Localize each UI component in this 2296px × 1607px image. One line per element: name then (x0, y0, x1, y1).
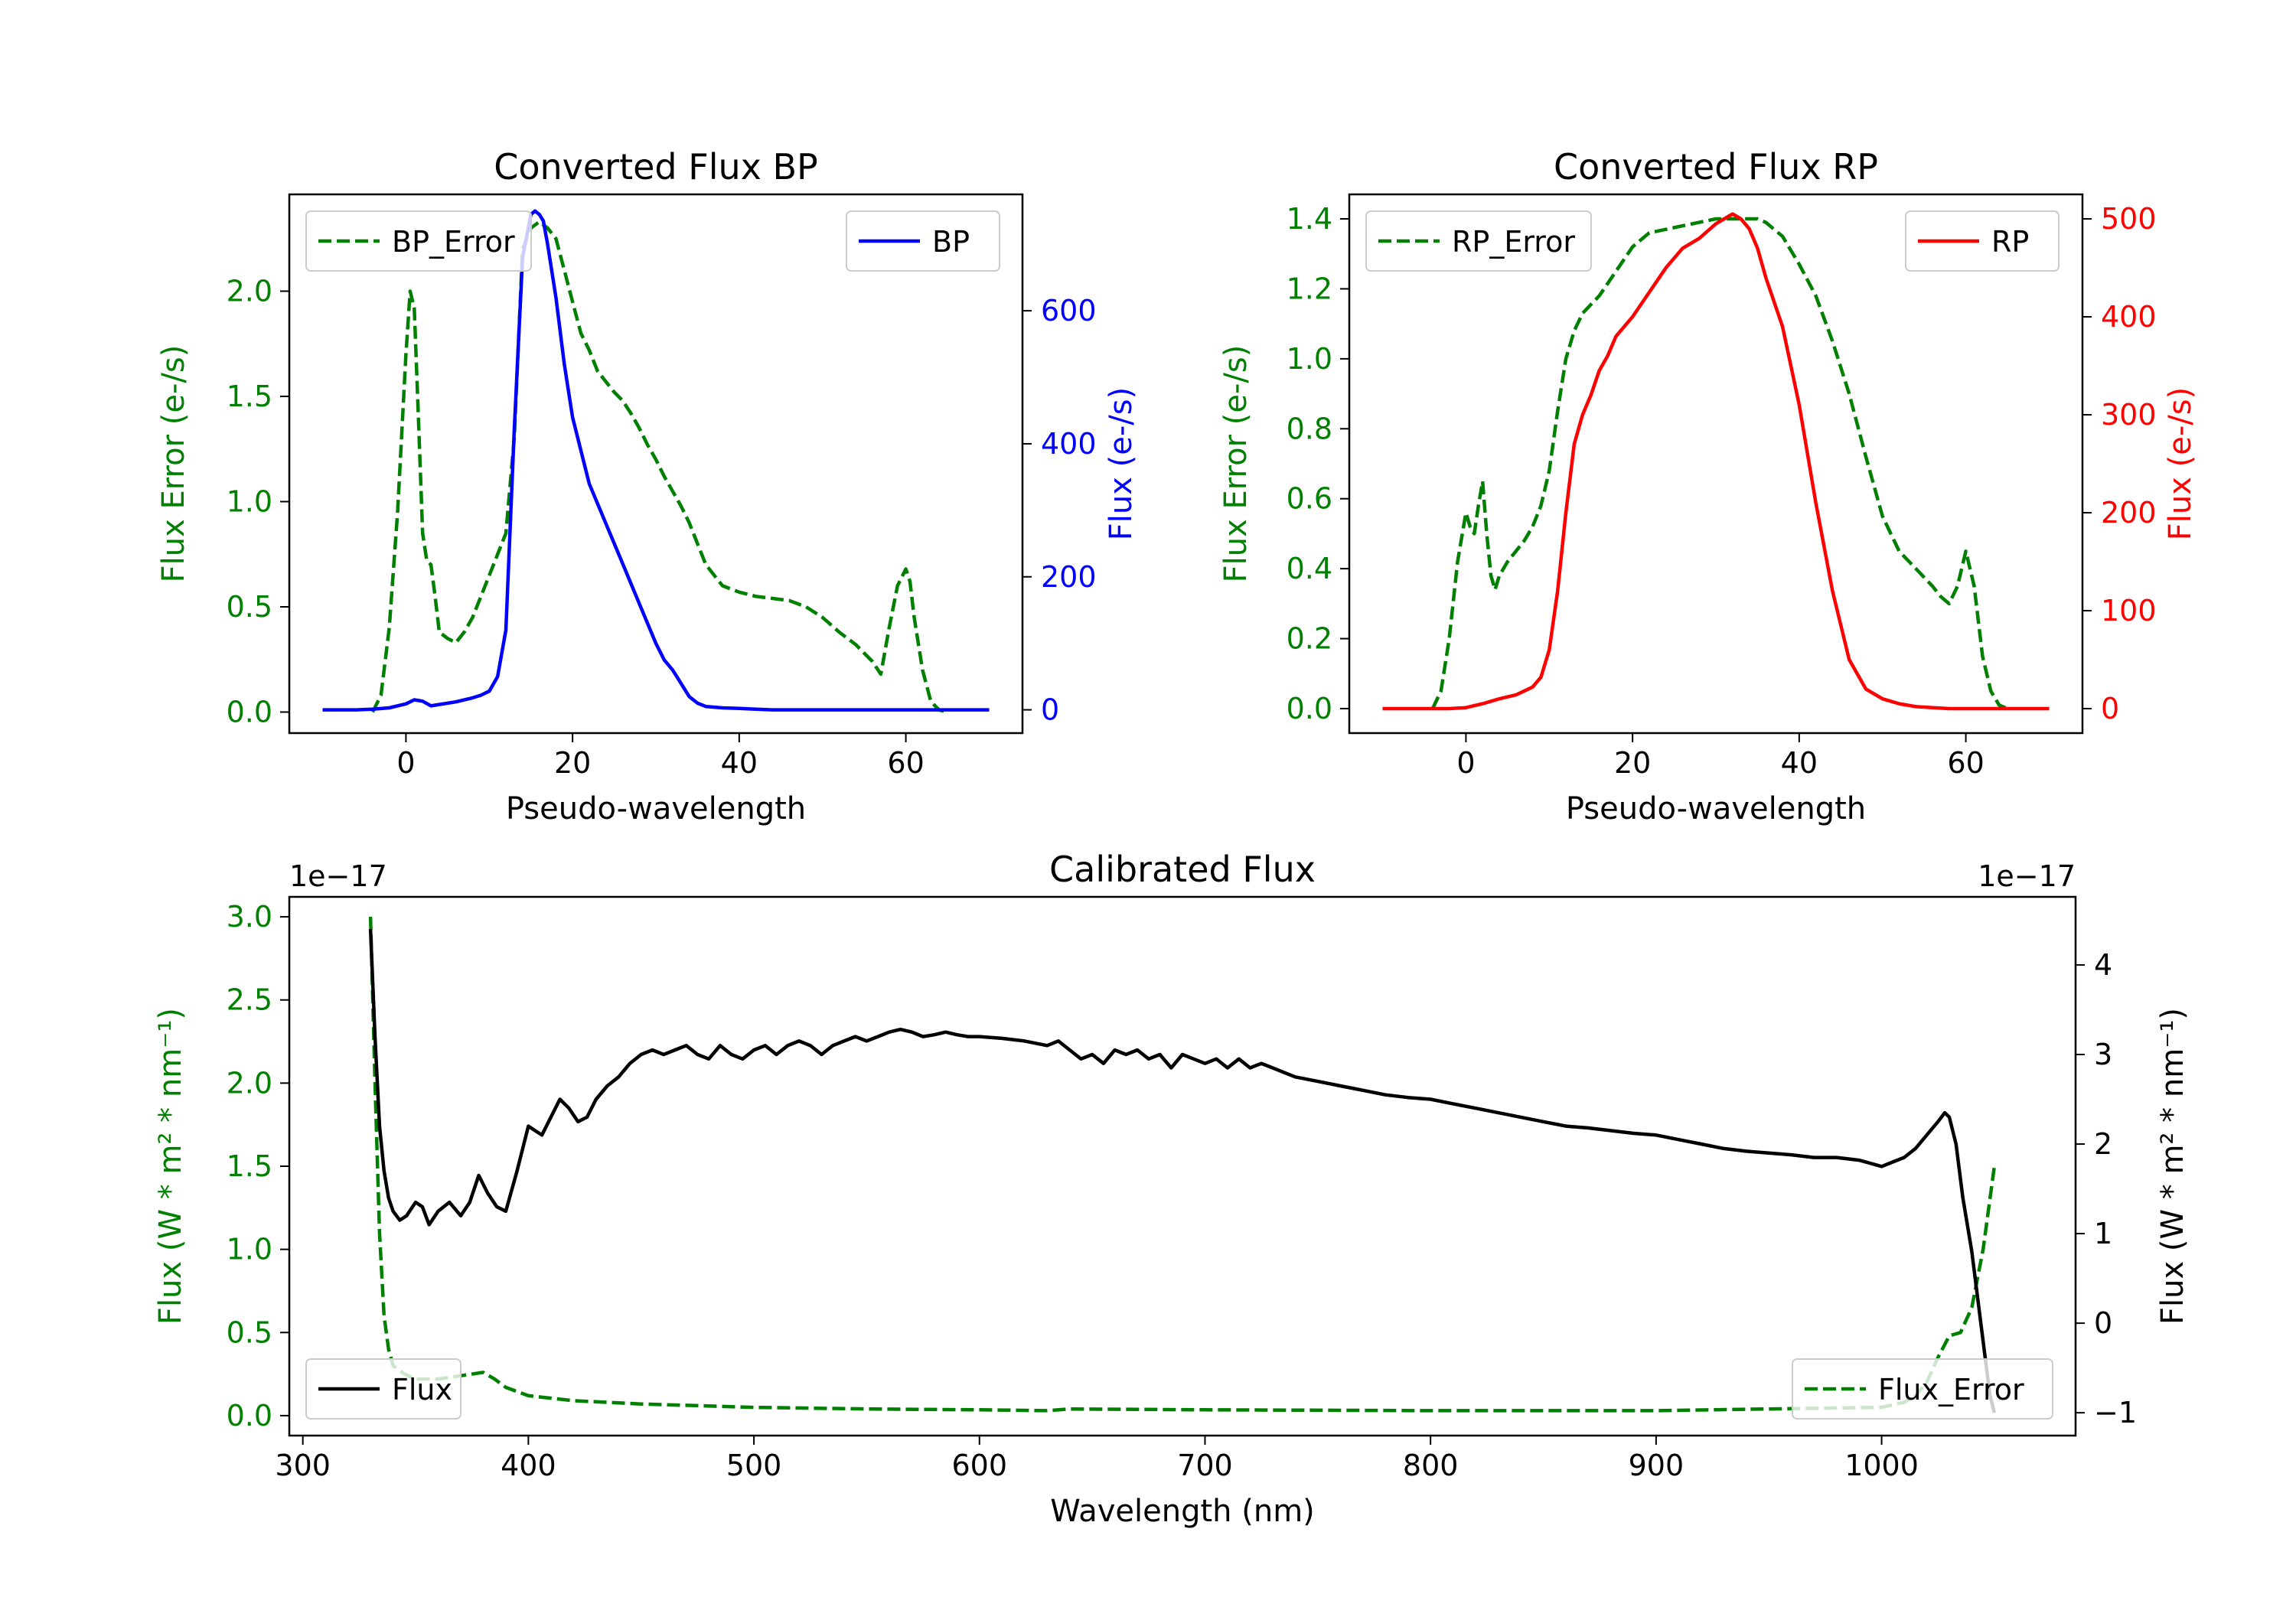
legend-flux-error: Flux_Error (1792, 1358, 2053, 1420)
series-line-rp (1382, 212, 2050, 711)
y-right-tick-label: 400 (2101, 300, 2157, 334)
x-axis-label: Wavelength (nm) (1050, 1494, 1315, 1529)
x-tick-label: 60 (887, 746, 924, 780)
offset-right-label: 1e−17 (1978, 859, 2076, 893)
y-right-tick-label: 300 (2101, 398, 2157, 432)
y-right-axis-label: Flux (W * m² * nm⁻¹) (2155, 1008, 2190, 1325)
y-left-axis-label: Flux Error (e-/s) (156, 345, 191, 583)
chart-title: Converted Flux RP (1554, 146, 1878, 187)
x-tick-label: 20 (1614, 746, 1651, 780)
x-tick-label: 500 (726, 1449, 782, 1482)
x-tick-label: 60 (1947, 746, 1984, 780)
x-tick-label: 1000 (1844, 1449, 1919, 1482)
x-tick-label: 0 (396, 746, 415, 780)
offset-left-label: 1e−17 (289, 859, 387, 893)
y-right-tick-label: 200 (2101, 496, 2157, 530)
y-left-tick-label: 1.0 (1287, 342, 1332, 376)
series-line-flux (368, 929, 1997, 1413)
legend-label: Flux (392, 1373, 452, 1407)
y-left-tick-label: 0.4 (1287, 552, 1332, 585)
y-left-tick-label: 2.0 (227, 1066, 272, 1100)
series-line-rp-error (1430, 217, 2008, 711)
y-left-tick-label: 0.2 (1287, 622, 1332, 656)
legend-label: RP_Error (1452, 225, 1575, 259)
legend-box (1792, 1358, 2053, 1420)
y-left-tick-label: 3.0 (227, 900, 272, 934)
legend-box (305, 210, 532, 272)
y-left-tick-label: 1.4 (1287, 202, 1332, 236)
plots-layer: Converted Flux BP0 20 40 600.00.51.01.52.00… (153, 146, 2198, 1529)
x-axis-label: Pseudo-wavelength (506, 791, 806, 826)
y-left-tick-label: 1.5 (227, 1149, 272, 1183)
x-tick-label: 40 (721, 746, 758, 780)
y-left-tick-label: 2.0 (227, 275, 272, 308)
y-left-tick-label: 0.0 (227, 1399, 272, 1433)
y-right-tick-label: −1 (2094, 1396, 2137, 1429)
y-left-tick-label: 1.2 (1287, 272, 1332, 305)
y-right-tick-label: 4 (2094, 948, 2112, 982)
x-tick-label: 20 (554, 746, 591, 780)
legend-label: BP_Error (392, 225, 515, 259)
chart-rp: Converted Flux RP 0 20 40 60 0.0 0.2 0.4 0.6 0.8 1… (1218, 146, 2198, 826)
y-left-tick-label: 1.0 (227, 485, 272, 519)
legend-label: Flux_Error (1878, 1373, 2024, 1407)
y-right-tick-label: 1 (2094, 1217, 2112, 1250)
y-left-tick-label: 1.0 (227, 1233, 272, 1266)
legend-label: BP (932, 225, 970, 259)
x-tick-label: 0 (1456, 746, 1475, 780)
legend-label: RP (1991, 225, 2029, 259)
x-axis-label: Pseudo-wavelength (1566, 791, 1866, 826)
y-right-axis-label: Flux (e-/s) (1104, 387, 1139, 540)
y-left-axis-label: Flux (W * m² * nm⁻¹) (153, 1008, 188, 1325)
x-tick-label: 900 (1629, 1449, 1684, 1482)
y-right-tick-label: 500 (2101, 202, 2157, 236)
y-right-tick-label: 0 (2101, 692, 2119, 725)
axes-frame (288, 193, 1024, 735)
axes-frame (1348, 193, 2084, 735)
y-right-tick-label: 3 (2094, 1038, 2112, 1071)
legend-rp: RP (1905, 210, 2060, 272)
legend-box (846, 210, 1000, 272)
x-tick-label: 600 (952, 1449, 1008, 1482)
y-left-tick-label: 0.0 (1287, 692, 1332, 725)
legend-bp: BP (846, 210, 1000, 272)
legend-box (1905, 210, 2060, 272)
legend-box (305, 1358, 461, 1420)
series-group (1382, 212, 2050, 711)
y-left-tick-label: 2.5 (227, 983, 272, 1017)
y-left-tick-label: 0.8 (1287, 412, 1332, 445)
series-line-bp-error (370, 220, 948, 714)
y-left-tick-label: 0.5 (227, 1315, 272, 1349)
y-left-tick-label: 0.0 (227, 696, 272, 729)
series-group (322, 209, 990, 714)
series-line-bp (322, 209, 990, 712)
x-tick-label: 400 (501, 1449, 556, 1482)
chart-title: Converted Flux BP (494, 146, 818, 187)
x-tick-label: 300 (275, 1449, 331, 1482)
x-tick-label: 700 (1177, 1449, 1233, 1482)
legend-bp-error: BP_Error (305, 210, 532, 272)
chart-bp: Converted Flux BP 0 20 40 60 0.0 0.5 1.0 1.5 2.0 0… (156, 146, 1139, 826)
y-right-tick-label: 400 (1041, 427, 1097, 461)
y-right-tick-label: 100 (2101, 594, 2157, 627)
y-right-tick-label: 0 (1041, 693, 1059, 727)
legend-flux: Flux (305, 1358, 461, 1420)
y-left-tick-label: 1.5 (227, 380, 272, 413)
legend-box (1365, 210, 1592, 272)
chart-cal: Calibrated Flux 300 400 500 600 700 800 900 1000… (153, 849, 2190, 1529)
x-tick-label: 40 (1781, 746, 1818, 780)
y-right-tick-label: 2 (2094, 1127, 2112, 1161)
y-right-tick-label: 0 (2094, 1306, 2112, 1340)
y-right-axis-label: Flux (e-/s) (2163, 387, 2198, 540)
y-right-tick-label: 200 (1041, 560, 1097, 594)
y-left-tick-label: 0.5 (227, 590, 272, 624)
y-left-axis-label: Flux Error (e-/s) (1218, 345, 1254, 583)
y-right-tick-label: 600 (1041, 294, 1097, 328)
legend-rp-error: RP_Error (1365, 210, 1592, 272)
chart-title: Calibrated Flux (1049, 849, 1316, 890)
x-tick-label: 800 (1403, 1449, 1459, 1482)
y-left-tick-label: 0.6 (1287, 482, 1332, 516)
